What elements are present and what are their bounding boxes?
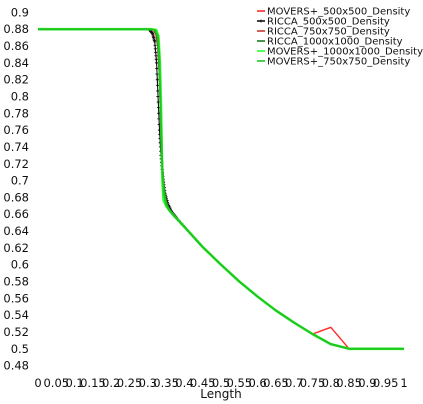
x-tick-label: 1	[400, 376, 407, 390]
series-line	[38, 28, 404, 350]
legend-label: RICCA_750x750_Density	[267, 27, 390, 38]
legend-marker	[259, 19, 263, 23]
x-tick-label: 0.4	[175, 376, 193, 390]
plot-area	[38, 27, 404, 351]
y-tick-label: 0.72	[3, 157, 29, 171]
series-marker	[155, 78, 159, 82]
y-tick-label: 0.64	[3, 224, 29, 238]
series-marker	[156, 94, 160, 99]
x-tick-label: 0.6	[248, 376, 266, 390]
y-tick-label: 0.8	[11, 90, 29, 104]
legend-label: MOVERS+_750x750_Density	[267, 57, 410, 68]
y-axis: 0.48 0.5 0.52 0.54 0.56 0.58 0.6 0.62 0.64 0.66 0.…	[3, 5, 29, 372]
y-tick-label: 0.78	[3, 106, 29, 120]
x-tick-label: 0.9	[358, 376, 376, 390]
x-tick-label: 0.45	[190, 376, 216, 390]
y-tick-label: 0.86	[3, 39, 29, 53]
y-tick-label: 0.84	[3, 56, 29, 70]
x-tick-label: 0.1	[65, 376, 83, 390]
series-marker	[155, 83, 160, 87]
series-marker	[153, 47, 157, 51]
series-marker	[153, 40, 157, 44]
y-tick-label: 0.6	[11, 258, 29, 272]
y-tick-label: 0.88	[3, 22, 29, 36]
legend-label: RICCA_500x500_Density	[267, 17, 390, 28]
x-tick-label: 0.05	[43, 376, 69, 390]
x-tick-label: 0.65	[263, 376, 289, 390]
x-tick-label: 0.15	[80, 376, 106, 390]
x-tick-label: 0.55	[226, 376, 252, 390]
series-marker	[155, 72, 159, 76]
series-marker	[154, 61, 159, 65]
series-marker	[154, 57, 158, 61]
x-axis-title: Length	[200, 387, 241, 401]
series-line	[38, 28, 404, 350]
y-tick-label: 0.5	[11, 342, 29, 356]
x-tick-label: 0.7	[285, 376, 303, 390]
x-tick-label: 0.2	[102, 376, 120, 390]
y-tick-label: 0.62	[3, 241, 29, 255]
series-line	[38, 27, 404, 351]
x-tick-label: 0.3	[139, 376, 157, 390]
x-tick-label: 0	[34, 376, 41, 390]
x-tick-label: 0.5	[212, 376, 230, 390]
y-tick-label: 0.76	[3, 123, 29, 137]
y-tick-label: 0.48	[3, 359, 29, 373]
x-tick-label: 0.25	[117, 376, 143, 390]
series-line	[38, 28, 404, 350]
series-marker	[155, 66, 159, 71]
y-tick-label: 0.7	[11, 174, 29, 188]
y-tick-label: 0.56	[3, 291, 29, 305]
y-tick-label: 0.58	[3, 275, 29, 289]
x-tick-label: 0.35	[153, 376, 179, 390]
series-marker	[156, 89, 160, 93]
series-marker	[154, 54, 158, 58]
series-line	[38, 28, 404, 350]
series-marker	[150, 31, 154, 35]
y-tick-label: 0.68	[3, 190, 29, 204]
series-line	[38, 28, 404, 350]
series-marker	[153, 43, 157, 47]
y-tick-label: 0.54	[3, 308, 29, 322]
y-tick-label: 0.9	[11, 5, 29, 19]
x-tick-label: 0.8	[322, 376, 340, 390]
y-tick-label: 0.74	[3, 140, 29, 154]
series-marker	[156, 100, 160, 104]
x-axis: 0 0.050.10.150.20.250.30.350.40.450.50.55…	[34, 376, 407, 390]
legend-label: MOVERS+_1000x1000_Density	[267, 47, 423, 58]
legend-label: MOVERS+_500x500_Density	[267, 7, 410, 18]
series-marker	[154, 50, 158, 54]
y-tick-label: 0.82	[3, 73, 29, 87]
y-tick-label: 0.52	[3, 325, 29, 339]
legend: MOVERS+_500x500_DensityRICCA_500x500_Den…	[257, 7, 423, 68]
x-tick-label: 0.95	[373, 376, 399, 390]
x-tick-label: 0.85	[336, 376, 362, 390]
legend-label: RICCA_1000x1000_Density	[267, 37, 403, 48]
x-tick-label: 0.75	[300, 376, 326, 390]
y-tick-label: 0.66	[3, 207, 29, 221]
